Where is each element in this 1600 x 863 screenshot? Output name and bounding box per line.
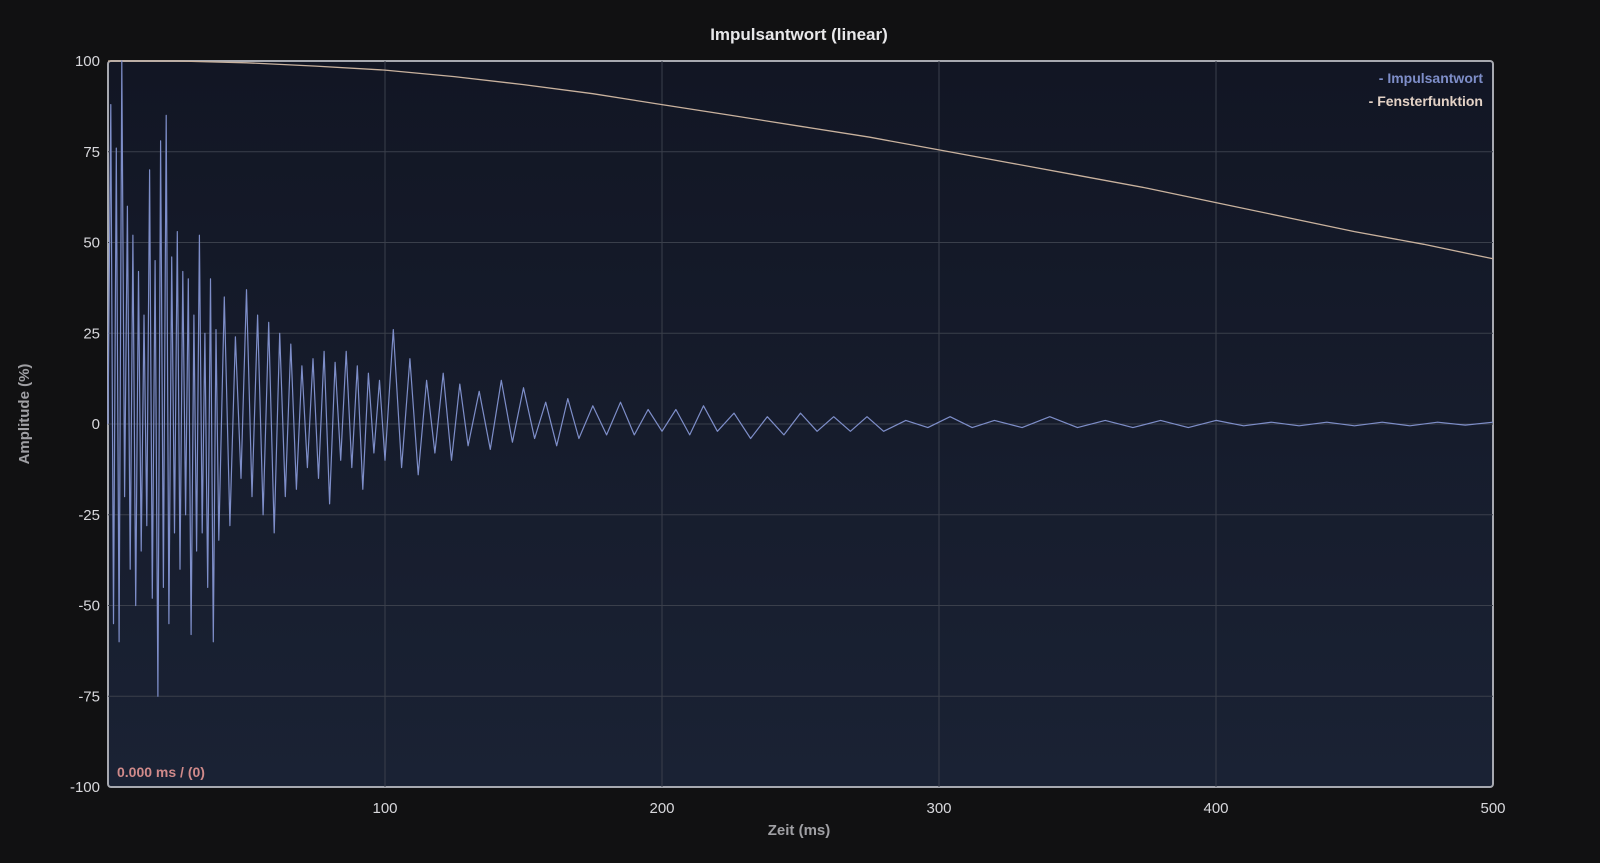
y-tick-label: 0 <box>92 416 100 433</box>
series-line-impulsantwort <box>107 60 1494 697</box>
x-tick-label: 200 <box>649 800 674 817</box>
y-tick-label: 100 <box>75 53 100 70</box>
x-tick-label: 300 <box>926 800 951 817</box>
y-tick-label: 25 <box>83 325 100 342</box>
x-tick-label: 500 <box>1480 800 1505 817</box>
y-tick-label: 75 <box>83 144 100 161</box>
legend[interactable]: - Impulsantwort - Fensterfunktion <box>1369 70 1484 109</box>
cursor-readout: 0.000 ms / (0) <box>117 764 205 780</box>
y-tick-label: -25 <box>78 507 100 524</box>
y-tick-label: -50 <box>78 598 100 615</box>
x-tick-label: 100 <box>372 800 397 817</box>
x-axis-label: Zeit (ms) <box>768 822 831 839</box>
legend-item-fensterfunktion[interactable]: - Fensterfunktion <box>1369 93 1483 109</box>
series-line-fensterfunktion <box>108 60 1494 260</box>
legend-item-impulsantwort[interactable]: - Impulsantwort <box>1379 70 1484 86</box>
y-axis-label: Amplitude (%) <box>16 364 33 465</box>
y-tick-labels: 100 75 50 25 0 -25 -50 -75 -100 <box>70 53 100 796</box>
y-tick-label: -100 <box>70 779 100 796</box>
chart-title: Impulsantwort (linear) <box>710 25 888 44</box>
x-tick-labels: 100 200 300 400 500 <box>372 800 1505 817</box>
x-tick-label: 400 <box>1203 800 1228 817</box>
y-tick-label: 50 <box>83 235 100 252</box>
y-tick-label: -75 <box>78 688 100 705</box>
series-layer <box>107 60 1494 697</box>
